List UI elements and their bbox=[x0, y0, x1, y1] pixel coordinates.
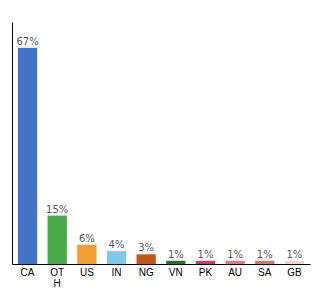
data-label: 67% bbox=[16, 36, 38, 47]
data-label: 1% bbox=[198, 249, 214, 260]
data-label: 1% bbox=[168, 249, 184, 260]
bar bbox=[137, 254, 156, 264]
x-tick-label: OTH bbox=[50, 267, 64, 289]
x-tick-label: IN bbox=[112, 267, 122, 278]
x-tick-label: GB bbox=[287, 267, 302, 278]
chart: CA OTH US IN NG VN PK AU SA GB 67% 15% 6% 4% 3% 1% 1% 1% 1… bbox=[0, 0, 320, 300]
x-tick: NG bbox=[139, 267, 154, 278]
data-label: 1% bbox=[257, 249, 273, 260]
bar bbox=[196, 261, 215, 264]
x-tick: AU bbox=[228, 267, 242, 278]
bar bbox=[107, 251, 126, 264]
bar bbox=[225, 261, 244, 264]
x-axis: CA OTH US IN NG VN PK AU SA GB bbox=[13, 265, 311, 290]
y-axis-line bbox=[12, 23, 13, 265]
data-label: 15% bbox=[46, 204, 68, 215]
x-tick-label-line: H bbox=[54, 278, 61, 289]
data-label: 1% bbox=[286, 249, 302, 260]
x-axis-line bbox=[13, 264, 311, 265]
x-tick-label: PK bbox=[199, 267, 213, 278]
x-tick: SA bbox=[258, 267, 272, 278]
x-tick-label: US bbox=[80, 267, 94, 278]
x-tick-label: VN bbox=[169, 267, 183, 278]
bar bbox=[48, 216, 67, 264]
data-labels: 67% 15% 6% 4% 3% 1% 1% 1% 1% 1% bbox=[16, 36, 302, 260]
bar bbox=[18, 48, 37, 264]
plot: CA OTH US IN NG VN PK AU SA GB 67% 15% 6% 4% 3% 1% 1% 1% 1… bbox=[13, 23, 311, 290]
data-label: 6% bbox=[79, 233, 95, 244]
bars bbox=[18, 48, 304, 264]
x-tick: GB bbox=[287, 267, 302, 278]
x-tick: OTH bbox=[50, 267, 64, 289]
bar bbox=[255, 261, 274, 264]
bar bbox=[166, 261, 185, 264]
data-label: 1% bbox=[227, 249, 243, 260]
x-tick-label: SA bbox=[258, 267, 272, 278]
x-tick-label: NG bbox=[139, 267, 154, 278]
bar bbox=[285, 261, 304, 264]
x-tick-label: AU bbox=[228, 267, 242, 278]
x-tick-label-line: OT bbox=[50, 267, 64, 278]
data-label: 4% bbox=[109, 239, 125, 250]
y-axis bbox=[12, 23, 13, 265]
x-tick: US bbox=[80, 267, 94, 278]
bar bbox=[77, 245, 96, 264]
data-label: 3% bbox=[138, 242, 154, 253]
x-tick-label: CA bbox=[21, 267, 35, 278]
x-tick: IN bbox=[112, 267, 122, 278]
x-tick: VN bbox=[169, 267, 183, 278]
x-tick: PK bbox=[199, 267, 213, 278]
x-tick: CA bbox=[21, 267, 35, 278]
